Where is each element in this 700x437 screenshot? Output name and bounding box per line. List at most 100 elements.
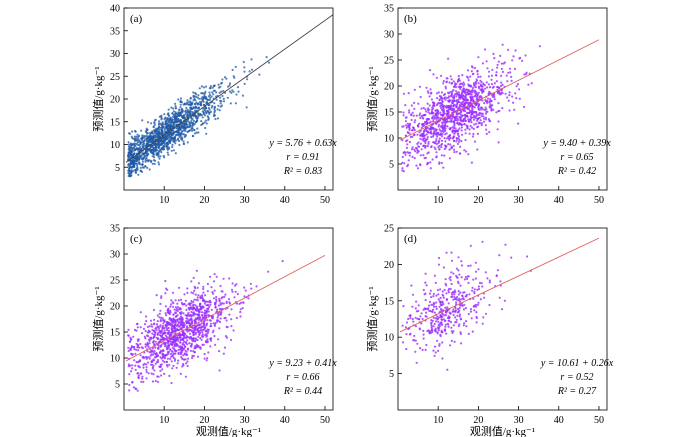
data-point — [164, 312, 167, 315]
data-point — [462, 100, 465, 103]
data-point — [427, 140, 430, 144]
data-point — [191, 308, 194, 311]
data-point — [412, 339, 415, 342]
data-point — [484, 271, 487, 274]
data-point — [225, 319, 228, 322]
data-point — [438, 144, 441, 147]
data-point — [482, 316, 485, 319]
data-point — [129, 144, 132, 147]
data-point — [142, 166, 145, 169]
data-point — [228, 277, 231, 280]
data-point — [205, 334, 208, 337]
data-point — [435, 156, 438, 159]
data-point — [436, 114, 439, 117]
data-point — [243, 70, 246, 73]
data-point — [481, 285, 484, 288]
data-point — [127, 334, 130, 337]
data-point — [192, 306, 195, 309]
data-point — [462, 84, 465, 87]
data-point — [202, 324, 205, 327]
data-point — [474, 81, 477, 84]
data-point — [150, 131, 154, 134]
data-point — [423, 134, 426, 137]
data-point — [139, 166, 142, 169]
data-point — [447, 289, 450, 292]
data-point — [203, 121, 206, 124]
data-point — [432, 325, 435, 328]
data-point — [484, 87, 487, 90]
data-point — [440, 91, 443, 94]
data-point — [136, 343, 139, 346]
data-point — [472, 118, 476, 121]
data-point — [435, 118, 438, 121]
data-point — [142, 356, 145, 359]
data-point — [472, 99, 475, 102]
data-point — [479, 122, 482, 125]
data-point — [430, 327, 433, 330]
data-point — [419, 112, 422, 115]
data-point — [191, 122, 194, 126]
data-point — [128, 146, 131, 149]
data-point — [174, 105, 177, 108]
data-point — [433, 354, 436, 357]
data-point — [139, 326, 142, 329]
data-point — [214, 321, 217, 325]
data-point — [134, 144, 137, 148]
data-point — [467, 84, 470, 87]
data-point — [483, 296, 486, 299]
data-point — [213, 89, 216, 92]
scatter-points-b — [401, 43, 541, 173]
data-point — [430, 130, 433, 133]
data-point — [162, 123, 165, 126]
data-point — [163, 355, 166, 358]
regression-equation: y = 5.76 + 0.63x — [268, 138, 337, 149]
data-point — [428, 121, 431, 124]
data-point — [450, 282, 453, 286]
data-point — [420, 312, 423, 315]
data-point — [460, 140, 463, 143]
data-point — [162, 322, 165, 325]
data-point — [167, 346, 170, 349]
data-point — [477, 103, 480, 106]
data-point — [420, 107, 423, 110]
x-tick-label: 20 — [473, 195, 483, 206]
data-point — [200, 338, 203, 341]
data-point — [135, 155, 139, 158]
data-point — [506, 80, 509, 83]
data-point — [281, 260, 284, 263]
data-point — [207, 330, 210, 333]
data-point — [146, 121, 150, 124]
data-point — [170, 324, 173, 327]
data-point — [167, 352, 170, 355]
data-point — [457, 128, 460, 132]
data-point — [428, 309, 431, 312]
data-point — [432, 133, 435, 137]
data-point — [187, 101, 190, 104]
data-point — [150, 350, 153, 353]
data-point — [138, 162, 141, 165]
data-point — [220, 90, 223, 93]
data-point — [206, 357, 209, 360]
data-point — [419, 315, 422, 318]
data-point — [228, 301, 231, 304]
data-point — [128, 373, 131, 376]
data-point — [452, 105, 455, 108]
data-point — [485, 132, 488, 135]
data-point — [211, 86, 214, 89]
data-point — [510, 75, 513, 78]
data-point — [465, 293, 468, 296]
data-point — [209, 319, 212, 322]
data-point — [466, 90, 469, 93]
data-point — [156, 354, 159, 358]
x-axis-title: 观测值/g·kg⁻¹ — [196, 425, 261, 437]
data-point — [238, 302, 241, 305]
data-point — [440, 329, 443, 332]
data-point — [469, 124, 472, 128]
data-point — [136, 133, 139, 136]
data-point — [186, 287, 189, 290]
data-point — [443, 92, 447, 96]
data-point — [438, 161, 441, 164]
data-point — [145, 154, 148, 157]
data-point — [221, 78, 224, 81]
